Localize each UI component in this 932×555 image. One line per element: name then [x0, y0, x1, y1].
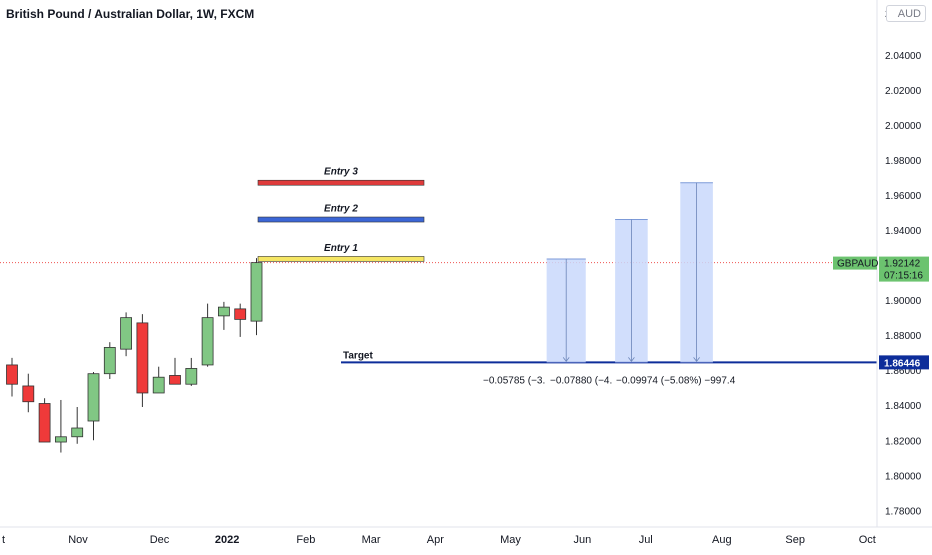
candle-up — [250, 262, 263, 322]
x-tick-label: 2022 — [215, 534, 239, 546]
currency-button[interactable]: AUD — [886, 5, 926, 22]
last-price-value: 1.92142 — [884, 259, 921, 270]
candle-up — [87, 373, 100, 422]
y-tick-label: 1.90000 — [885, 296, 922, 307]
entry-1-label: Entry 1 — [324, 243, 358, 254]
candle-down — [38, 403, 51, 443]
x-tick-label: Dec — [150, 534, 170, 546]
symbol-tag-label: GBPAUD — [837, 259, 879, 270]
chart-title: British Pound / Australian Dollar, 1W, F… — [6, 7, 255, 21]
x-tick-label: Sep — [785, 534, 805, 546]
y-tick-label: 1.88000 — [885, 331, 922, 342]
symbol-tag — [833, 256, 877, 270]
x-tick-label: Nov — [68, 534, 88, 546]
target-price-tag — [879, 355, 929, 370]
y-tick-label: 1.94000 — [885, 226, 922, 237]
entry-3-line — [257, 179, 425, 186]
y-tick-label: 1.78000 — [885, 506, 922, 517]
countdown-value: 07:15:16 — [884, 271, 923, 282]
entry-1-line — [257, 256, 425, 262]
measure-label: −0.09974 (−5.08%) −997.4 — [616, 375, 736, 386]
candle-up — [120, 317, 132, 350]
y-tick-label: 2.02000 — [885, 86, 922, 97]
y-tick-label: 1.80000 — [885, 471, 922, 482]
y-tick-label: 1.98000 — [885, 156, 922, 167]
candle-down — [234, 308, 247, 320]
candle-up — [55, 436, 67, 443]
measure-arrow-head — [693, 357, 700, 363]
x-tick-label: Oct — [859, 534, 876, 546]
candle-up — [217, 306, 230, 317]
candle-down — [136, 322, 149, 394]
candle-up — [152, 376, 165, 394]
x-tick-label: May — [500, 534, 521, 546]
x-tick-label: t — [2, 534, 5, 546]
measure-arrow-head — [562, 357, 570, 363]
last-price-tag — [879, 256, 929, 282]
entry-2-label: Entry 2 — [324, 204, 358, 215]
y-tick-label: 1.96000 — [885, 191, 922, 202]
x-tick-label: Apr — [427, 534, 444, 546]
candle-up — [201, 317, 214, 366]
y-tick-label: 1.82000 — [885, 436, 922, 447]
measure-arrow-head — [628, 357, 635, 363]
measure-label: −0.07880 (−4. — [550, 375, 612, 386]
x-tick-label: Jul — [639, 534, 653, 546]
candle-up — [103, 347, 116, 375]
candle-up — [185, 368, 198, 385]
x-tick-label: Feb — [296, 534, 315, 546]
entry-3-label: Entry 3 — [324, 167, 358, 178]
target-label: Target — [343, 350, 373, 361]
candle-up — [71, 427, 84, 438]
target-price-value: 1.86446 — [884, 358, 921, 369]
y-tick-label: 2.04000 — [885, 51, 922, 62]
candle-down — [6, 364, 18, 385]
candle-down — [22, 385, 35, 403]
y-tick-label: 1.86000 — [885, 366, 922, 377]
measure-label: −0.05785 (−3. — [483, 375, 545, 386]
y-tick-label: 1.84000 — [885, 401, 922, 412]
candle-down — [169, 375, 181, 385]
y-tick-label: 2.00000 — [885, 121, 922, 132]
x-tick-label: Aug — [712, 534, 732, 546]
x-tick-label: Jun — [574, 534, 592, 546]
entry-2-line — [257, 216, 425, 223]
x-tick-label: Mar — [362, 534, 381, 546]
